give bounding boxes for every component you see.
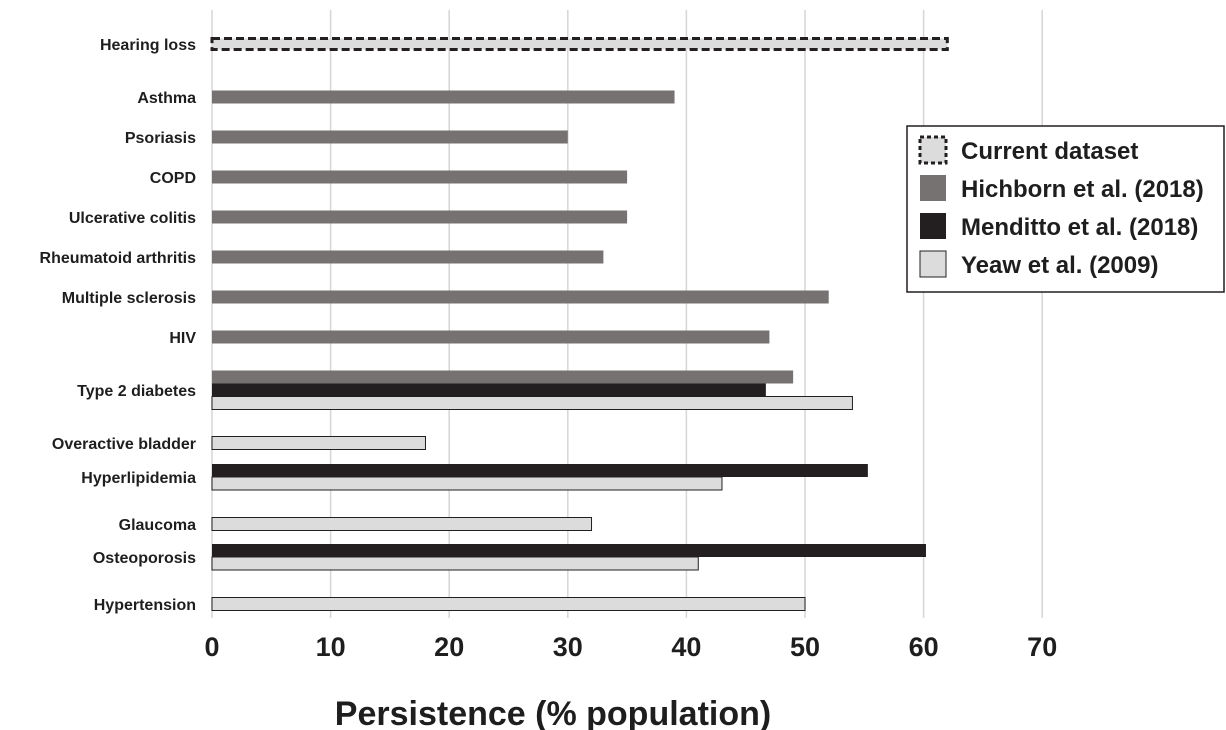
legend-swatch [918,135,948,165]
bar [211,556,699,571]
category-label: Psoriasis [125,130,196,147]
category-label: COPD [150,170,196,187]
legend-label: Menditto et al. (2018) [961,214,1198,241]
category-label: Type 2 diabetes [77,383,196,400]
bar [211,597,806,611]
bar [212,130,568,144]
bar [212,170,628,184]
bar [211,396,853,410]
legend-label: Current dataset [961,138,1138,165]
legend-swatch [920,175,946,201]
category-label: HIV [169,330,196,347]
bar [212,250,604,264]
x-tick-labels: 0 10 20 30 40 50 60 70 [204,632,1057,662]
legend-label: Hichborn et al. (2018) [961,176,1204,203]
gridlines [211,10,1043,618]
x-axis-title: Persistence (% population) [335,695,771,730]
x-tick-label: 10 [316,632,346,662]
x-tick-label: 30 [553,632,583,662]
category-label: Rheumatoid arthritis [40,250,197,267]
legend-box [906,125,1225,293]
bar [212,544,926,557]
bar [212,370,794,384]
bar [212,210,628,224]
category-label: Multiple sclerosis [62,290,196,307]
bar [211,476,723,491]
bar [210,37,949,51]
x-tick-label: 0 [204,632,219,662]
category-label: Hypertension [94,597,196,614]
x-tick-label: 50 [790,632,820,662]
bar [212,290,829,304]
x-tick-label: 20 [434,632,464,662]
bar [211,517,593,531]
bar [212,383,766,397]
bar [212,330,770,344]
legend: Current dataset Hichborn et al. (2018) Men… [906,125,1225,293]
category-label: Overactive bladder [52,436,196,453]
x-tick-label: 60 [909,632,939,662]
legend-swatch [920,213,946,239]
bar [211,436,426,450]
legend-swatch [919,250,947,278]
legend-label: Yeaw et al. (2009) [961,252,1158,279]
category-label: Hearing loss [100,37,196,54]
category-label: Osteoporosis [93,550,196,567]
category-label: Ulcerative colitis [69,210,196,227]
bar [212,90,675,104]
category-labels: Hearing loss Asthma Psoriasis COPD Ulcerativ… [40,37,197,614]
x-tick-label: 40 [671,632,701,662]
bar [212,464,868,477]
category-label: Glaucoma [119,517,196,534]
category-label: Hyperlipidemia [81,470,196,487]
bars [210,37,949,611]
category-label: Asthma [137,90,196,107]
x-tick-label: 70 [1027,632,1057,662]
